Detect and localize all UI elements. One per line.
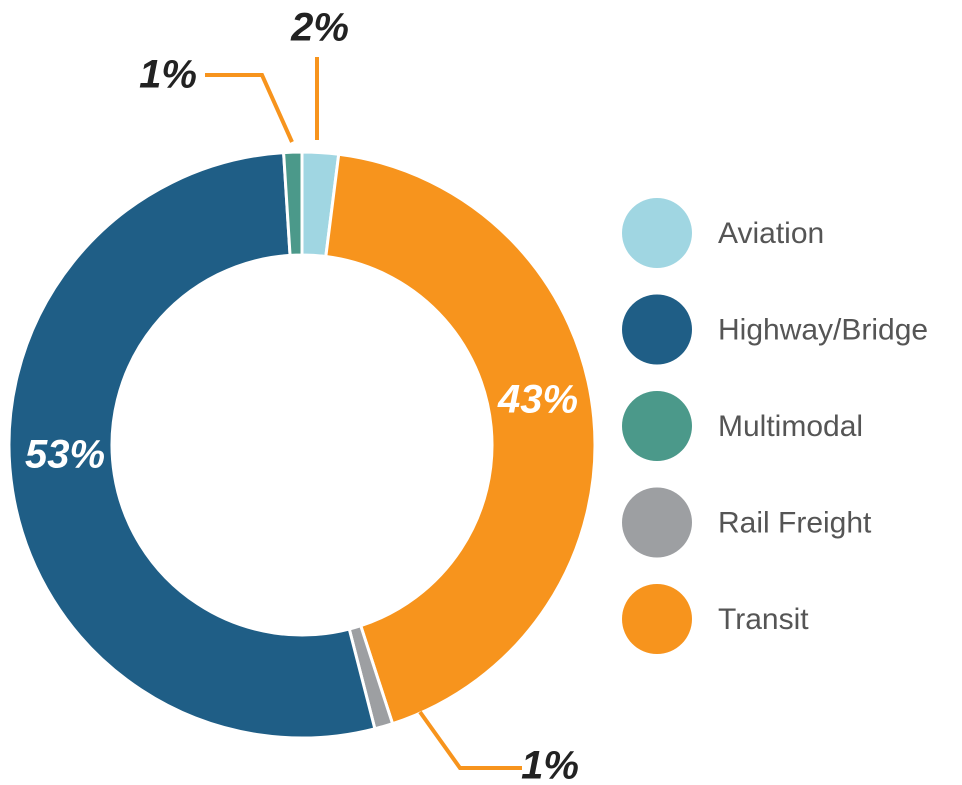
legend-swatch — [622, 487, 692, 558]
legend-label: Rail Freight — [718, 506, 872, 539]
legend-label: Highway/Bridge — [718, 313, 928, 346]
legend-swatch — [622, 198, 692, 268]
legend-label: Transit — [718, 603, 809, 636]
donut-segment — [324, 152, 597, 726]
data-label: 43% — [497, 378, 578, 422]
donut-segment — [282, 150, 304, 257]
donut-segment — [7, 150, 377, 740]
leader-line — [205, 73, 294, 143]
data-label: 1% — [521, 744, 579, 785]
legend-label: Multimodal — [718, 410, 863, 443]
leader-line — [418, 710, 522, 770]
legend-swatch — [622, 584, 692, 654]
legend-swatch — [622, 294, 692, 365]
data-label: 53% — [25, 433, 105, 477]
legend-swatch — [622, 391, 692, 461]
data-label: 1% — [139, 53, 197, 97]
data-label: 2% — [290, 6, 349, 50]
legend-label: Aviation — [718, 217, 824, 250]
